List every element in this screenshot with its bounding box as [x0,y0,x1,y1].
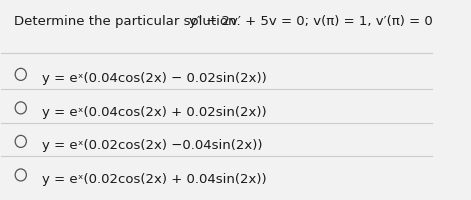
Text: Determine the particular solution.: Determine the particular solution. [14,15,241,28]
Text: y = eˣ(0.04cos(2x) + 0.02sin(2x)): y = eˣ(0.04cos(2x) + 0.02sin(2x)) [42,106,267,119]
Text: y = eˣ(0.04cos(2x) − 0.02sin(2x)): y = eˣ(0.04cos(2x) − 0.02sin(2x)) [42,72,267,85]
Text: y = eˣ(0.02cos(2x) + 0.04sin(2x)): y = eˣ(0.02cos(2x) + 0.04sin(2x)) [42,173,267,186]
Text: y = eˣ(0.02cos(2x) −0.04sin(2x)): y = eˣ(0.02cos(2x) −0.04sin(2x)) [42,139,263,152]
Text: y″ − 2v′ + 5v = 0; v(π) = 1, v′(π) = 0: y″ − 2v′ + 5v = 0; v(π) = 1, v′(π) = 0 [189,15,432,28]
